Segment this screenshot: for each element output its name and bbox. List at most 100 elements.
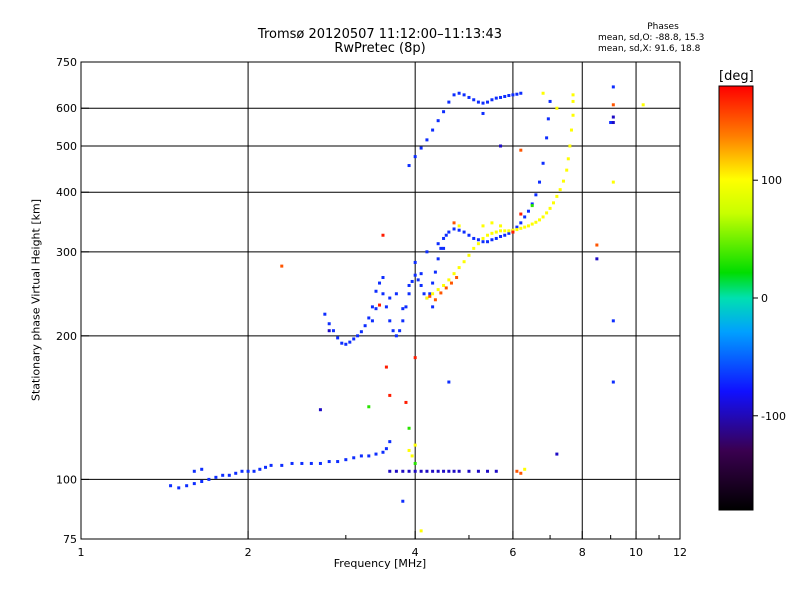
data-point-s2-18 [511,228,515,232]
data-point-s0-110 [413,155,417,159]
x-tick-label-6: 12 [673,546,687,559]
data-point-s0-60 [419,283,423,287]
data-point-s0-70 [447,230,451,234]
data-point-s3-8 [519,471,523,475]
data-point-s0-40 [352,337,356,341]
data-point-s2-36 [569,128,573,132]
data-point-s0-47 [378,281,382,285]
data-point-s4-5 [404,400,408,404]
data-point-s2-25 [538,218,542,222]
data-point-s1-1 [394,469,398,473]
data-point-s2-3 [442,283,446,287]
data-point-s0-134 [609,121,613,125]
data-point-s2-29 [551,201,555,205]
data-point-s2-21 [523,225,527,229]
data-point-s0-67 [439,246,443,250]
data-point-s0-10 [240,469,244,473]
data-point-s2-47 [541,91,545,95]
data-point-s5-2 [530,204,534,208]
data-point-s2-5 [452,272,456,276]
data-point-s3-6 [595,243,599,247]
x-tick-label-0: 1 [78,546,85,559]
data-point-s1-6 [425,469,429,473]
data-point-s0-118 [457,91,461,95]
data-point-s0-69 [444,233,448,237]
data-point-s1-14 [476,469,480,473]
data-point-s0-96 [374,307,378,311]
data-point-s4-7 [519,212,523,216]
data-point-s0-16 [280,463,284,467]
data-point-s0-108 [436,242,440,246]
data-point-s0-57 [410,279,414,283]
data-point-s0-89 [530,202,534,206]
data-point-s0-34 [327,322,331,326]
phases-title: Phases [647,22,679,32]
data-point-s0-58 [413,273,417,277]
data-point-s4-6 [511,230,515,234]
data-point-s1-0 [388,469,392,473]
data-point-s0-131 [515,92,519,96]
data-point-s0-98 [401,307,405,311]
data-point-s0-59 [416,278,420,282]
data-point-s0-115 [442,110,446,114]
phases-x-stats: mean, sd,X: 91.6, 18.8 [598,44,701,54]
data-point-s0-5 [207,477,211,481]
data-point-s0-83 [507,231,511,235]
data-point-s0-99 [407,283,411,287]
y-tick-label-0: 75 [63,533,77,546]
data-point-s2-33 [565,168,569,172]
data-point-s2-17 [507,229,511,233]
data-point-s0-132 [519,91,523,95]
data-point-s1-16 [494,469,498,473]
data-point-s0-101 [431,305,435,309]
data-point-s0-76 [476,238,480,242]
data-point-s0-81 [499,235,503,239]
data-point-s1-2 [401,469,405,473]
data-point-s0-46 [374,289,378,293]
data-point-s2-51 [611,180,615,184]
data-point-s1-13 [467,469,471,473]
data-point-s0-6 [214,475,218,479]
data-point-s0-28 [381,450,385,454]
phase-colorbar [718,85,754,511]
data-point-s0-128 [503,94,507,98]
data-point-s0-93 [545,136,549,140]
y-tick-label-3: 300 [56,246,77,259]
data-point-s2-0 [425,296,429,300]
data-point-s2-4 [447,278,451,282]
data-point-s3-1 [433,298,437,302]
data-point-s0-85 [515,225,519,229]
data-point-s0-36 [336,336,340,340]
data-point-s0-109 [407,164,411,168]
colorbar-ticks: 100 0 -100 [753,174,786,423]
x-tick-label-5: 10 [629,546,643,559]
data-point-s0-53 [398,329,402,333]
data-point-s0-33 [323,312,327,316]
data-point-s0-77 [481,240,485,244]
data-point-s0-30 [388,440,392,444]
data-point-s0-71 [452,227,456,231]
data-point-s0-138 [447,380,451,384]
data-point-s0-130 [511,93,515,97]
data-point-s2-6 [457,266,461,270]
data-point-s5-3 [413,461,417,465]
data-point-s0-105 [394,292,398,296]
data-point-s0-9 [234,471,238,475]
data-point-s2-34 [566,157,570,161]
data-point-s0-12 [252,469,256,473]
data-point-s0-54 [401,319,405,323]
data-point-s2-12 [486,233,490,237]
data-point-s0-0 [169,484,173,488]
y-ticks: 75 100 200 300 400 500 600 750 [56,56,89,546]
data-point-s4-3 [384,365,388,369]
data-point-s0-19 [309,461,313,465]
data-point-s0-111 [419,146,423,150]
data-point-s0-75 [472,236,476,240]
data-point-s2-16 [503,229,507,233]
data-point-s2-41 [490,221,494,225]
data-point-s0-42 [359,330,363,334]
data-point-s0-65 [433,270,437,274]
data-point-s2-40 [481,224,485,228]
data-point-s0-29 [384,447,388,451]
